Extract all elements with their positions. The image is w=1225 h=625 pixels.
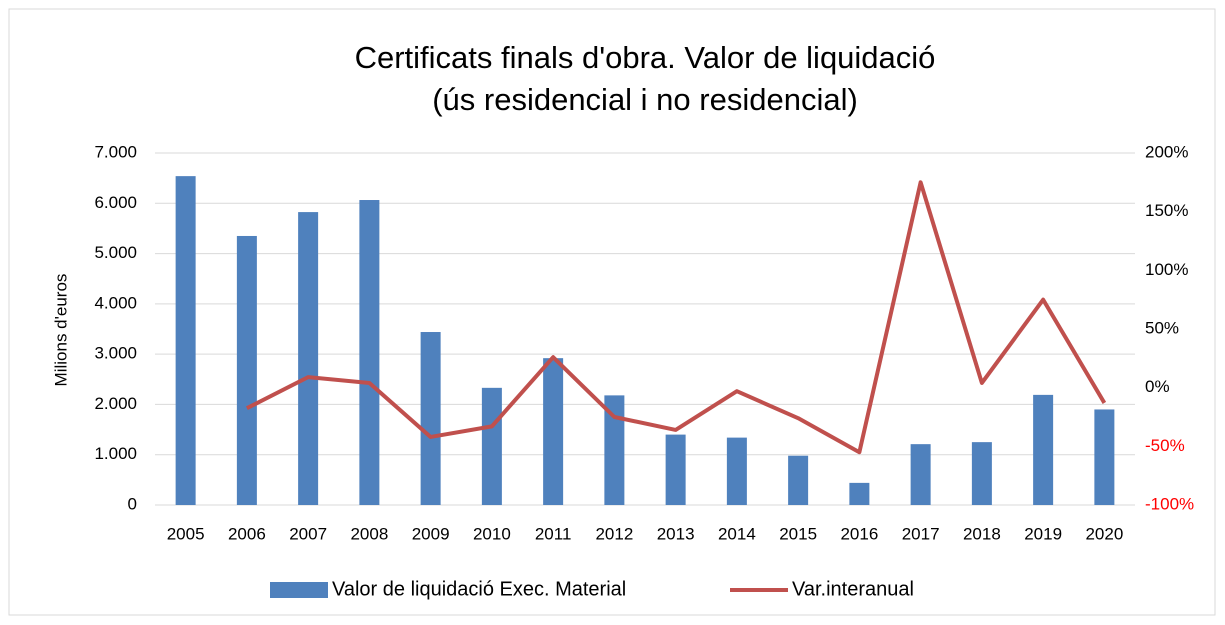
y-tick-label: 3.000 <box>94 344 137 363</box>
legend-swatch <box>270 582 328 598</box>
chart-title: Certificats finals d'obra. Valor de liqu… <box>355 40 936 75</box>
y-tick-label: 1.000 <box>94 444 137 463</box>
y2-tick-label: 50% <box>1145 318 1179 337</box>
y-tick-label: 6.000 <box>94 193 137 212</box>
x-tick-label: 2007 <box>289 524 327 543</box>
x-tick-label: 2008 <box>350 524 388 543</box>
chart-border <box>8 8 1216 616</box>
x-tick-label: 2020 <box>1085 524 1123 543</box>
x-tick-label: 2016 <box>840 524 878 543</box>
y-tick-label: 7.000 <box>94 142 137 161</box>
bar <box>604 395 625 505</box>
chart-subtitle: (ús residencial i no residencial) <box>432 82 858 117</box>
bar <box>788 455 809 505</box>
y2-tick-label: 200% <box>1145 142 1188 161</box>
x-tick-label: 2011 <box>535 524 572 543</box>
x-tick-label: 2014 <box>718 524 756 543</box>
x-tick-label: 2005 <box>167 524 205 543</box>
x-tick-label: 2009 <box>412 524 450 543</box>
bar <box>726 437 747 505</box>
legend-label: Valor de liquidació Exec. Material <box>332 578 626 600</box>
bar <box>236 235 257 505</box>
y2-tick-label: 100% <box>1145 260 1188 279</box>
bar <box>1094 409 1115 505</box>
bar <box>665 434 686 505</box>
bar <box>1033 394 1054 505</box>
y2-tick-label: 0% <box>1145 377 1170 396</box>
x-tick-label: 2012 <box>595 524 633 543</box>
legend-label: Var.interanual <box>792 578 914 600</box>
y-axis-label: Milions d'euros <box>51 274 70 387</box>
x-tick-label: 2015 <box>779 524 817 543</box>
x-tick-label: 2010 <box>473 524 511 543</box>
y2-tick-label: 150% <box>1145 201 1188 220</box>
y-tick-label: 4.000 <box>94 293 137 312</box>
y-tick-label: 5.000 <box>94 243 137 262</box>
line <box>245 180 1107 455</box>
bar <box>543 358 564 505</box>
y2-tick-label: -50% <box>1145 436 1185 455</box>
bar <box>971 442 992 505</box>
x-tick-label: 2019 <box>1024 524 1062 543</box>
x-tick-label: 2017 <box>902 524 940 543</box>
bar <box>175 176 196 506</box>
bar <box>481 387 502 505</box>
x-tick-label: 2013 <box>657 524 695 543</box>
bar <box>359 200 380 505</box>
bar <box>910 444 931 505</box>
bar <box>298 212 319 506</box>
y2-tick-label: -100% <box>1145 494 1194 513</box>
y-tick-label: 0 <box>128 494 137 513</box>
bar <box>420 332 441 505</box>
y-tick-label: 2.000 <box>94 394 137 413</box>
bar <box>849 482 870 505</box>
x-tick-label: 2018 <box>963 524 1001 543</box>
x-tick-label: 2006 <box>228 524 266 543</box>
